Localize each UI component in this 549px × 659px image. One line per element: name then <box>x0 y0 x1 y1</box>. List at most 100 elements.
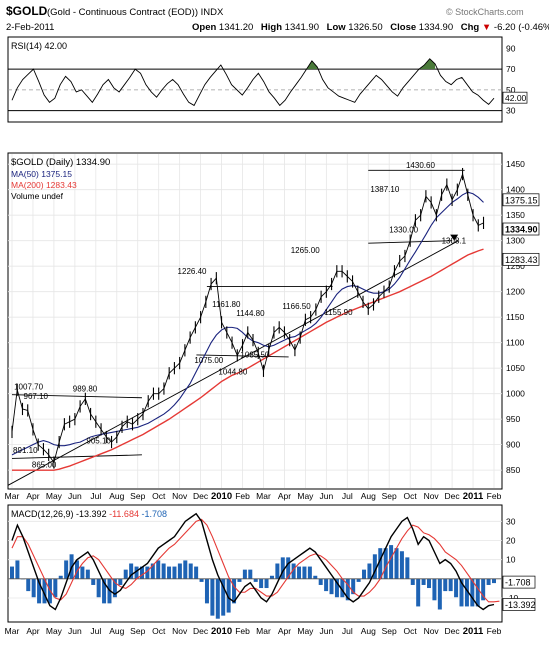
price-x-tick-label: Sep <box>130 491 145 501</box>
price-annotation: 1044.80 <box>218 367 247 376</box>
price-last-value-box <box>502 222 540 236</box>
price-last-value: 1334.90 <box>505 225 538 235</box>
chart-title: $GOLD <box>6 4 48 18</box>
macd-x-tick-label: Oct <box>404 626 418 636</box>
macd-histogram-bar <box>264 578 269 589</box>
macd-histogram-bar <box>253 578 258 582</box>
macd-histogram-bar <box>129 563 134 579</box>
macd-histogram-bar <box>232 578 237 604</box>
macd-hist-last-value: -1.708 <box>505 578 531 588</box>
macd-histogram-bar <box>486 578 491 585</box>
price-x-tick-label: Apr <box>278 491 291 501</box>
macd-signal-line <box>11 518 500 603</box>
open-label: Open <box>192 22 216 33</box>
price-annotation: 1387.10 <box>370 185 399 194</box>
macd-hist-last-box <box>502 575 536 589</box>
macd-histogram-bar <box>226 578 231 613</box>
macd-x-tick-label: Jul <box>90 626 101 636</box>
macd-histogram-bar <box>112 578 117 598</box>
macd-histogram-bar <box>183 560 188 579</box>
grid <box>8 68 502 599</box>
macd-histogram-bar <box>443 578 448 592</box>
ma200-last-value: 1283.43 <box>505 255 538 265</box>
price-tick-label: 950 <box>506 414 520 424</box>
macd-histogram-bar <box>454 578 459 598</box>
price-x-tick-label: Aug <box>109 491 124 501</box>
macd-histogram-bar <box>259 578 264 589</box>
price-annotation: 1075.00 <box>194 356 223 365</box>
price-tick-label: 1000 <box>506 389 525 399</box>
macd-histogram-bar <box>167 566 172 579</box>
price-x-tick-label: 2010 <box>211 491 232 502</box>
price-annotation: 1430.60 <box>406 161 435 170</box>
macd-x-tick-label: Sep <box>382 626 397 636</box>
macd-histogram-bar <box>356 578 361 582</box>
macd-x-tick-label: Nov <box>172 626 188 636</box>
macd-histogram-bar <box>437 578 442 610</box>
macd-x-tick-label: Oct <box>152 626 166 636</box>
macd-histogram-bar <box>318 578 323 585</box>
macd-histogram-bar <box>199 578 204 582</box>
macd-tick-label: 20 <box>506 536 516 546</box>
macd-histogram-bar <box>15 560 20 579</box>
ma200-line <box>12 248 484 471</box>
rsi-tick-label: 30 <box>506 106 516 116</box>
macd-histogram-bar <box>280 557 285 579</box>
axis-labels: 30 50 70 90 42.00 850 900 950 1000 1050 1100 1150 12… <box>5 43 540 637</box>
macd-histogram-bar <box>139 566 144 579</box>
price-annotation: 1265.00 <box>291 246 320 255</box>
ma50-last-value-box <box>502 193 540 207</box>
macd-x-tick-label: Dec <box>193 626 209 636</box>
macd-histogram-bar <box>237 578 242 582</box>
price-panel <box>7 152 503 490</box>
rsi-legend: RSI(14) 42.00 <box>11 41 67 51</box>
macd-histogram-bar <box>378 548 383 579</box>
macd-histogram-bar <box>464 578 469 607</box>
macd-x-tick-label: Apr <box>278 626 291 636</box>
macd-histogram-bar <box>367 563 372 579</box>
macd-histogram-bar <box>177 563 182 579</box>
macd-histogram-bar <box>150 563 155 579</box>
ma200-last-value-box <box>502 252 540 266</box>
low-label: Low <box>327 22 347 33</box>
macd-x-tick-label: Nov <box>424 626 440 636</box>
macd-x-tick-label: Aug <box>361 626 376 636</box>
price-annotation: 1155.90 <box>324 308 353 317</box>
macd-x-tick-label: Jun <box>68 626 82 636</box>
rsi-last-value: 42.00 <box>505 93 527 103</box>
ma50-last-value: 1375.15 <box>505 195 538 205</box>
macd-histogram-bar <box>334 578 339 598</box>
macd-x-tick-label: Aug <box>109 626 124 636</box>
price-tick-label: 1450 <box>506 159 525 169</box>
price-x-tick-label: Oct <box>404 491 418 501</box>
price-x-tick-label: Feb <box>487 491 502 501</box>
macd-histogram-bar <box>448 578 453 592</box>
price-x-tick-label: Jun <box>68 491 82 501</box>
macd-histogram-bar <box>91 578 96 585</box>
price-x-tick-label: Aug <box>361 491 376 501</box>
macd-last-value: -13.392 <box>505 600 536 610</box>
rsi-plot <box>11 58 495 107</box>
support-touch-arrow-icon <box>450 234 459 241</box>
price-x-tick-label: Apr <box>26 491 39 501</box>
rsi-line <box>11 58 495 107</box>
legend-gold: $GOLD (Daily) 1334.90 <box>11 157 110 168</box>
price-annotation: 1085.50 <box>240 350 269 359</box>
low-value: 1326.50 <box>348 22 382 33</box>
price-x-tick-label: Oct <box>152 491 166 501</box>
price-tick-label: 1300 <box>506 236 525 246</box>
price-tick-label: 850 <box>506 465 520 475</box>
price-x-tick-label: Jul <box>342 491 353 501</box>
price-annotation: 891.10 <box>13 446 38 455</box>
macd-x-tick-label: Mar <box>5 626 20 636</box>
price-x-tick-label: Nov <box>172 491 188 501</box>
price-annotation: 1330.00 <box>389 226 418 235</box>
macd-histogram-bar <box>340 578 345 598</box>
macd-histogram-bar <box>85 569 90 579</box>
price-x-tick-label: 2011 <box>463 491 484 502</box>
price-tick-label: 1400 <box>506 185 525 195</box>
macd-histogram-bar <box>58 575 63 579</box>
rsi-tick-label: 70 <box>506 64 516 74</box>
macd-histogram-bar <box>459 578 464 607</box>
